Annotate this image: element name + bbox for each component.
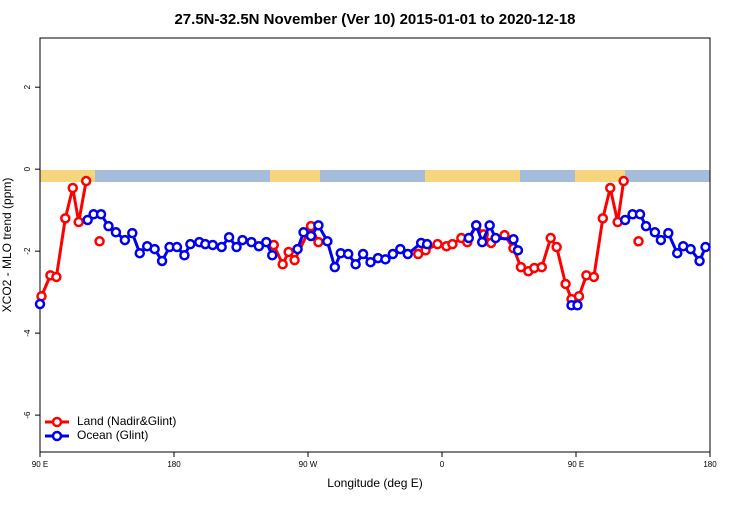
data-point	[640, 220, 652, 232]
data-point	[350, 259, 361, 270]
data-point	[634, 209, 646, 220]
y-tick-label: -2	[23, 247, 32, 255]
x-tick-label: 90 E	[32, 460, 48, 469]
data-point	[289, 254, 300, 266]
chart-title: 27.5N-32.5N November (Ver 10) 2015-01-01…	[174, 11, 575, 28]
data-point	[80, 175, 92, 187]
data-point	[179, 249, 190, 261]
data-point	[51, 271, 62, 283]
data-point	[387, 248, 399, 260]
data-point	[277, 259, 288, 270]
surface-strip	[40, 170, 710, 182]
data-point	[322, 236, 333, 247]
data-point	[305, 230, 317, 242]
data-point	[292, 243, 303, 255]
data-point	[663, 227, 674, 239]
data-point	[156, 255, 168, 267]
data-point	[261, 236, 272, 248]
data-point	[329, 261, 341, 273]
data-point	[67, 182, 79, 194]
data-point	[700, 241, 711, 253]
data-point	[207, 239, 218, 251]
data-point	[551, 241, 562, 253]
data-point	[185, 238, 196, 250]
y-tick-label: -6	[23, 411, 32, 419]
legend-marker	[51, 430, 63, 442]
data-point	[267, 249, 278, 261]
data-point	[572, 300, 583, 311]
data-point	[545, 232, 556, 244]
data-point	[313, 220, 324, 231]
data-point	[380, 254, 391, 265]
data-point	[618, 175, 629, 187]
data-point	[597, 213, 609, 224]
data-point	[604, 182, 616, 194]
plot-frame	[39, 37, 711, 453]
y-axis-label: XCO2 - MLO trend (ppm)	[0, 178, 14, 313]
data-point	[216, 241, 227, 253]
data-point	[171, 241, 183, 253]
data-point	[694, 255, 705, 267]
x-axis-label: Longitude (deg E)	[327, 476, 422, 490]
data-point	[402, 248, 414, 260]
data-point	[34, 298, 46, 310]
data-point	[82, 214, 93, 226]
legend-label: Land (Nadir&Glint)	[77, 414, 176, 428]
x-tick-label: 180	[703, 460, 717, 469]
data-point	[512, 245, 524, 256]
data-point	[649, 227, 661, 238]
data-point	[110, 227, 122, 238]
data-point	[476, 236, 488, 248]
x-tick-label: 180	[167, 460, 181, 469]
data-point	[357, 248, 369, 260]
data-point	[515, 261, 527, 273]
data-point	[283, 246, 294, 258]
data-point	[365, 256, 376, 268]
data-point	[484, 220, 495, 231]
data-point	[463, 232, 475, 244]
data-point	[94, 236, 105, 247]
data-point	[134, 247, 146, 259]
data-point	[432, 238, 443, 250]
data-point	[149, 243, 160, 255]
y-tick-label: 2	[23, 84, 32, 89]
data-point	[395, 243, 406, 255]
data-point	[313, 236, 324, 248]
data-point	[573, 290, 585, 302]
data-point	[655, 234, 667, 246]
data-point	[470, 220, 482, 231]
data-point	[633, 236, 644, 247]
data-point	[671, 247, 683, 259]
data-point	[490, 232, 501, 244]
x-tick-label: 90 W	[299, 460, 318, 469]
data-point	[223, 231, 235, 243]
data-point	[237, 234, 248, 246]
legend-label: Ocean (Glint)	[77, 428, 148, 442]
data-point	[560, 278, 571, 290]
legend-marker	[51, 416, 63, 428]
data-point	[342, 248, 354, 260]
data-point	[619, 214, 631, 226]
data-point	[421, 238, 433, 250]
data-point	[246, 236, 257, 248]
data-point	[103, 220, 114, 232]
data-point	[253, 240, 265, 252]
data-point	[119, 234, 131, 246]
x-tick-label: 90 E	[568, 460, 584, 469]
data-point	[447, 238, 458, 250]
data-point	[73, 216, 84, 228]
data-point	[127, 227, 138, 239]
x-tick-label: 0	[440, 460, 445, 469]
data-point	[508, 234, 519, 245]
data-point	[95, 209, 107, 220]
y-tick-label: -4	[23, 329, 32, 337]
data-point	[60, 213, 71, 224]
data-point	[536, 261, 548, 273]
data-point	[685, 243, 696, 255]
y-tick-label: 0	[23, 166, 32, 171]
data-point	[588, 271, 600, 283]
data-point	[231, 241, 242, 253]
